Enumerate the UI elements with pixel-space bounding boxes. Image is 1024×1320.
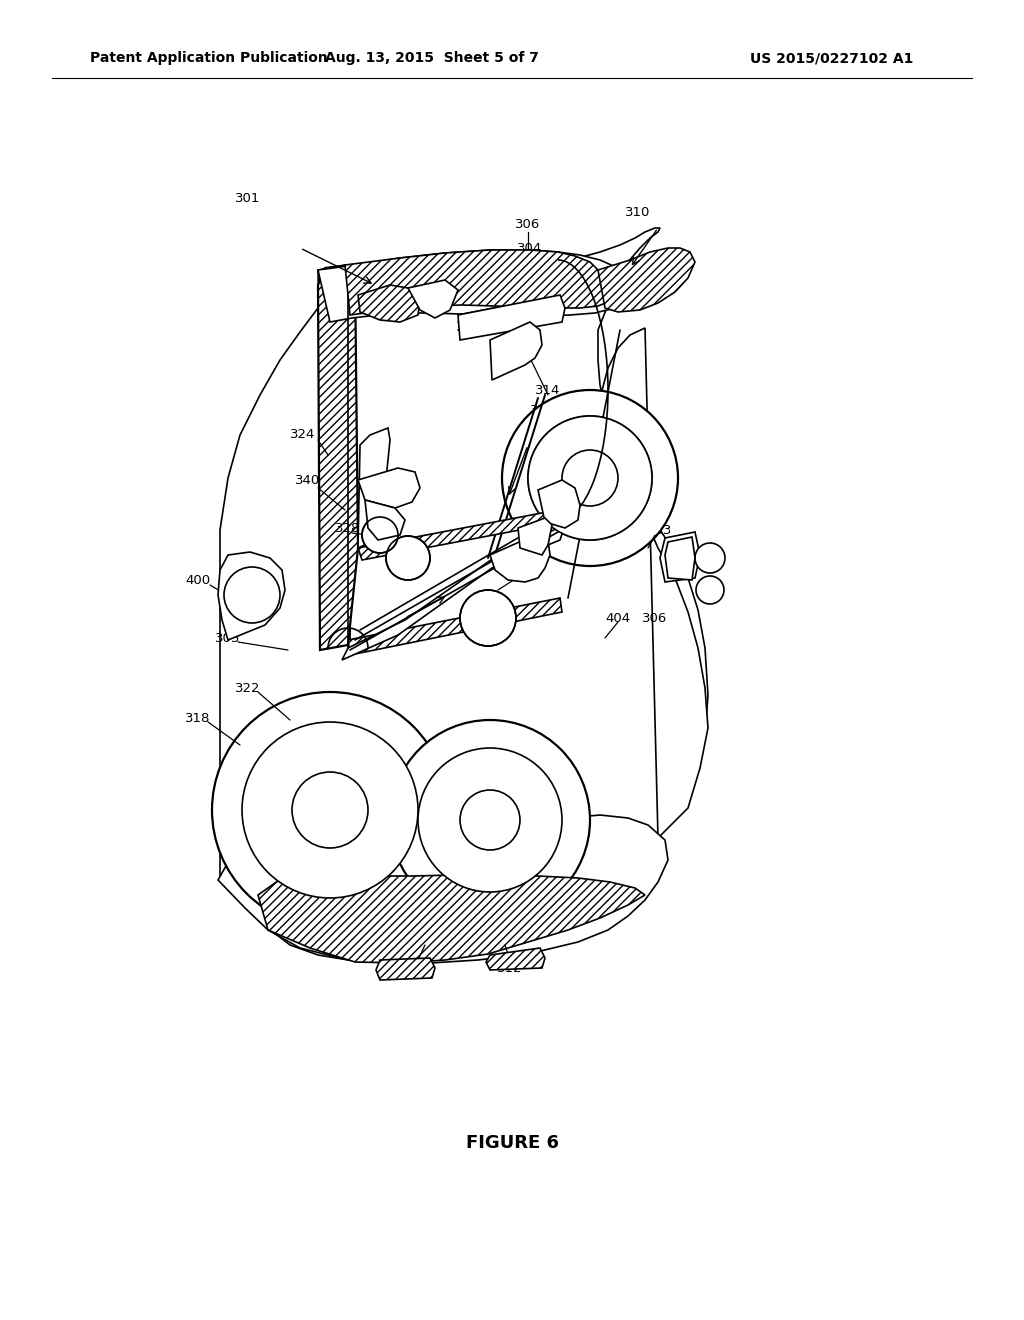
Text: 404: 404 [605, 611, 631, 624]
Circle shape [460, 590, 516, 645]
Circle shape [212, 692, 449, 928]
Polygon shape [218, 805, 668, 964]
Text: 318: 318 [185, 711, 211, 725]
Polygon shape [358, 285, 420, 322]
Text: FIGURE 6: FIGURE 6 [466, 1134, 558, 1152]
Text: 328: 328 [335, 521, 360, 535]
Polygon shape [660, 532, 700, 582]
Text: 306: 306 [515, 219, 541, 231]
Text: 304: 304 [517, 242, 543, 255]
Polygon shape [358, 469, 420, 508]
Polygon shape [218, 552, 285, 640]
Polygon shape [220, 228, 708, 960]
Circle shape [292, 772, 368, 847]
Polygon shape [408, 280, 458, 318]
Polygon shape [318, 265, 355, 645]
Text: 326: 326 [510, 561, 536, 574]
Polygon shape [358, 508, 572, 560]
Text: 400: 400 [185, 573, 211, 586]
Circle shape [562, 450, 618, 506]
Circle shape [528, 416, 652, 540]
Text: 305: 305 [215, 631, 241, 644]
Polygon shape [490, 535, 550, 582]
Polygon shape [538, 480, 580, 528]
Text: 324: 324 [291, 429, 315, 441]
Text: Aug. 13, 2015  Sheet 5 of 7: Aug. 13, 2015 Sheet 5 of 7 [325, 51, 539, 65]
Text: 342: 342 [605, 462, 631, 474]
Text: US 2015/0227102 A1: US 2015/0227102 A1 [750, 51, 913, 65]
Polygon shape [318, 249, 630, 322]
Polygon shape [490, 322, 542, 380]
Text: 312: 312 [498, 961, 522, 974]
Circle shape [390, 719, 590, 920]
Circle shape [528, 416, 652, 540]
Polygon shape [348, 598, 562, 655]
Circle shape [502, 389, 678, 566]
Polygon shape [342, 525, 565, 660]
Circle shape [362, 517, 398, 553]
Polygon shape [365, 500, 406, 540]
Text: 330: 330 [530, 404, 556, 417]
Circle shape [562, 450, 618, 506]
Circle shape [418, 748, 562, 892]
Text: 322: 322 [236, 681, 261, 694]
Polygon shape [358, 428, 390, 548]
Polygon shape [665, 537, 695, 579]
Text: 306: 306 [642, 611, 668, 624]
Circle shape [695, 543, 725, 573]
Polygon shape [486, 948, 545, 970]
Circle shape [224, 568, 280, 623]
Polygon shape [518, 517, 552, 554]
Text: Patent Application Publication: Patent Application Publication [90, 51, 328, 65]
Text: 402: 402 [380, 482, 406, 495]
Text: 301: 301 [236, 191, 261, 205]
Text: 343: 343 [647, 524, 673, 536]
Polygon shape [258, 875, 645, 964]
Text: 314: 314 [536, 384, 561, 396]
Circle shape [386, 536, 430, 579]
Text: 320: 320 [406, 961, 431, 974]
Polygon shape [598, 248, 695, 312]
Circle shape [460, 789, 520, 850]
Circle shape [242, 722, 418, 898]
Text: 310: 310 [626, 206, 650, 219]
Text: 403: 403 [536, 521, 560, 535]
Polygon shape [600, 327, 708, 838]
Polygon shape [345, 249, 610, 315]
Text: 340: 340 [295, 474, 321, 487]
Polygon shape [318, 265, 358, 649]
Polygon shape [376, 958, 435, 979]
Polygon shape [458, 294, 565, 341]
Circle shape [696, 576, 724, 605]
